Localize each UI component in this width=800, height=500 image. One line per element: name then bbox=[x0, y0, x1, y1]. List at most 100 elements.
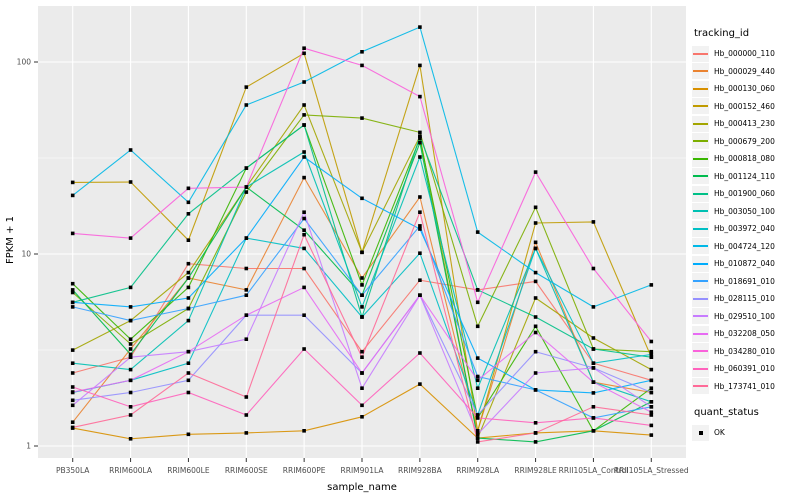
legend-entry-Hb_000818_080: Hb_000818_080 bbox=[692, 150, 800, 168]
data-point bbox=[360, 403, 364, 408]
legend-title-tracking-id: tracking_id bbox=[694, 28, 750, 39]
data-point bbox=[475, 386, 480, 390]
legend-entry-Hb_173741_010: Hb_173741_010 bbox=[692, 378, 800, 396]
black-square-marker bbox=[698, 430, 703, 435]
legend-key-swatch bbox=[692, 290, 709, 307]
data-point bbox=[128, 180, 133, 184]
legend-entry-label: Hb_000152_460 bbox=[714, 101, 775, 111]
data-point bbox=[128, 367, 133, 372]
data-point bbox=[302, 216, 306, 221]
data-point bbox=[244, 288, 249, 292]
x-tick-label: RRIM600PE bbox=[283, 466, 326, 475]
legend-entry-Hb_000152_460: Hb_000152_460 bbox=[692, 98, 800, 116]
legend-entry-Hb_010872_040: Hb_010872_040 bbox=[692, 255, 800, 273]
legend: tracking_id Hb_000000_110 Hb_000029_440 Hb… bbox=[692, 28, 800, 442]
x-tick-label: RRIM901LA bbox=[341, 466, 385, 475]
legend-key-line bbox=[693, 210, 708, 213]
x-tick-label: RRIM928LE bbox=[514, 466, 557, 475]
legend-entry-label: Hb_000000_110 bbox=[714, 49, 775, 59]
data-point bbox=[70, 305, 75, 309]
data-point bbox=[475, 432, 480, 437]
legend-key-line bbox=[693, 70, 708, 73]
data-points bbox=[70, 25, 654, 444]
data-point bbox=[128, 347, 133, 351]
data-point bbox=[302, 80, 306, 84]
data-point bbox=[70, 290, 75, 295]
data-point bbox=[302, 228, 306, 232]
data-point bbox=[591, 347, 596, 351]
data-point bbox=[70, 371, 75, 375]
legend-key-line bbox=[693, 105, 708, 108]
legend-entry-Hb_000000_110: Hb_000000_110 bbox=[692, 45, 800, 63]
x-tick-label: RRIM600LA bbox=[109, 466, 153, 475]
data-point bbox=[128, 355, 133, 359]
legend-key-swatch bbox=[692, 378, 709, 395]
data-point bbox=[533, 349, 538, 354]
data-point bbox=[128, 236, 133, 240]
data-point bbox=[533, 324, 538, 329]
data-point bbox=[649, 423, 654, 428]
data-point bbox=[302, 46, 306, 50]
legend-key-swatch bbox=[692, 238, 709, 255]
data-point bbox=[418, 227, 422, 231]
legend-key-swatch bbox=[692, 325, 709, 342]
legend-key-line bbox=[693, 297, 708, 300]
legend-entry-label: Hb_018691_010 bbox=[714, 276, 775, 286]
data-point bbox=[591, 336, 596, 340]
data-point bbox=[649, 355, 654, 359]
data-point bbox=[591, 416, 596, 420]
x-axis-title: sample_name bbox=[327, 482, 397, 493]
data-point bbox=[244, 85, 249, 89]
data-point bbox=[186, 276, 191, 280]
data-point bbox=[186, 306, 191, 311]
data-point bbox=[128, 318, 133, 323]
data-point bbox=[649, 400, 654, 404]
data-point bbox=[70, 348, 75, 352]
data-point bbox=[649, 413, 654, 417]
data-point bbox=[418, 94, 422, 99]
data-point bbox=[591, 220, 596, 224]
axis-ticks bbox=[34, 61, 652, 462]
x-tick-label: RRIM928BA bbox=[398, 466, 443, 475]
data-point bbox=[128, 285, 133, 290]
data-point bbox=[128, 390, 133, 395]
legend-key-swatch bbox=[692, 424, 709, 441]
legend-key-line bbox=[693, 280, 708, 283]
legend-key-line bbox=[693, 157, 708, 160]
data-point bbox=[186, 390, 191, 395]
data-point bbox=[70, 361, 75, 365]
data-point bbox=[591, 391, 596, 395]
legend-entry-label: Hb_010872_040 bbox=[714, 259, 775, 269]
data-point bbox=[70, 385, 75, 389]
data-point bbox=[591, 380, 596, 384]
data-point bbox=[418, 210, 422, 214]
data-point bbox=[533, 440, 538, 444]
data-point bbox=[186, 186, 191, 191]
data-point bbox=[475, 436, 480, 440]
data-point bbox=[533, 431, 538, 435]
data-point bbox=[649, 390, 654, 395]
data-point bbox=[128, 305, 133, 309]
legend-key-line bbox=[693, 245, 708, 248]
legend-key-swatch bbox=[692, 273, 709, 290]
data-point bbox=[302, 155, 306, 159]
data-point bbox=[70, 420, 75, 424]
legend-entry-Hb_028115_010: Hb_028115_010 bbox=[692, 290, 800, 308]
data-point bbox=[244, 413, 249, 417]
x-tick-label: RRIM928LA bbox=[456, 466, 500, 475]
data-point bbox=[418, 278, 422, 282]
data-point bbox=[418, 224, 422, 228]
data-point bbox=[360, 371, 364, 375]
data-point bbox=[186, 349, 191, 354]
data-point bbox=[360, 386, 364, 390]
y-tick-label: 10 bbox=[21, 250, 31, 259]
legend-entry-Hb_003972_040: Hb_003972_040 bbox=[692, 220, 800, 238]
data-point bbox=[533, 246, 538, 251]
legend-entry-Hb_001900_060: Hb_001900_060 bbox=[692, 185, 800, 203]
legend-title-quant-status: quant_status bbox=[694, 407, 759, 418]
data-point bbox=[244, 166, 249, 170]
legend-entry-Hb_000413_230: Hb_000413_230 bbox=[692, 115, 800, 133]
legend-key-line bbox=[693, 52, 708, 55]
